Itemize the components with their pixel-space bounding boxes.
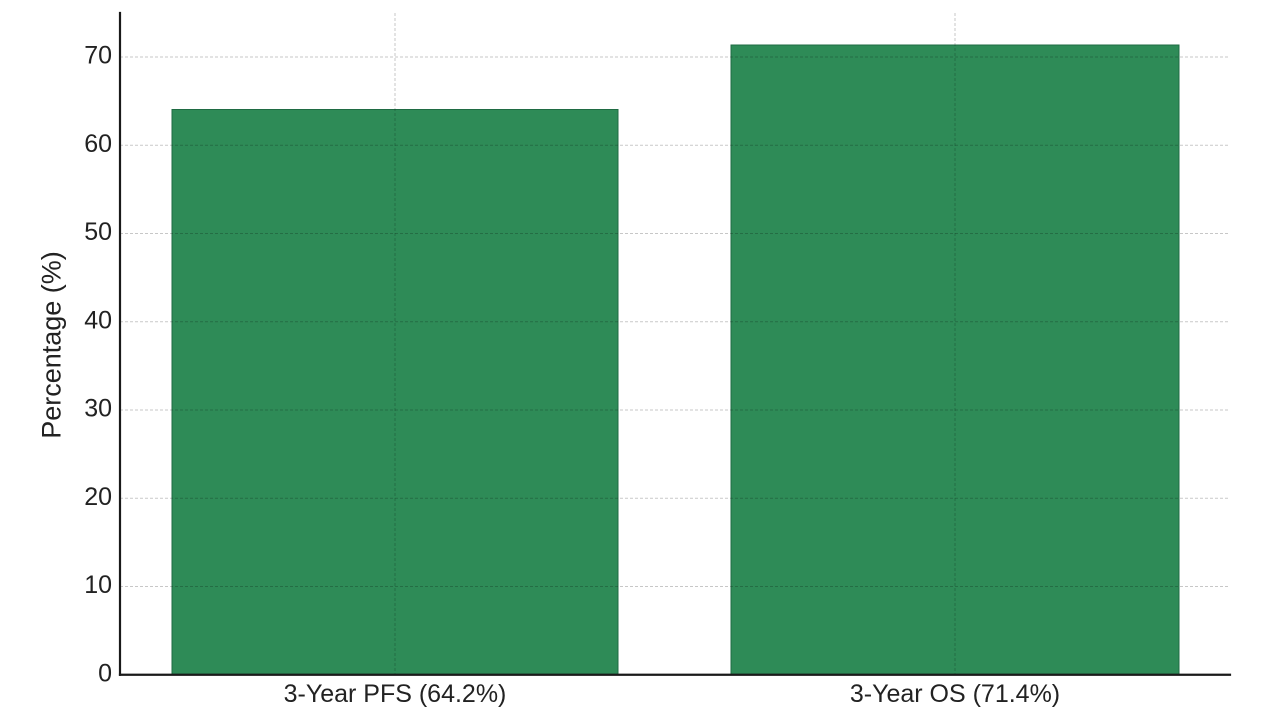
- svg-text:Percentage (%): Percentage (%): [37, 251, 67, 439]
- svg-text:60: 60: [84, 130, 112, 158]
- svg-text:20: 20: [84, 483, 112, 511]
- svg-text:40: 40: [84, 306, 112, 334]
- svg-text:30: 30: [84, 395, 112, 423]
- svg-text:10: 10: [84, 571, 112, 599]
- svg-text:3-Year OS (71.4%): 3-Year OS (71.4%): [850, 680, 1060, 708]
- svg-text:0: 0: [98, 659, 112, 687]
- svg-text:3-Year PFS (64.2%): 3-Year PFS (64.2%): [284, 680, 507, 708]
- svg-text:50: 50: [84, 218, 112, 246]
- svg-text:70: 70: [84, 42, 112, 70]
